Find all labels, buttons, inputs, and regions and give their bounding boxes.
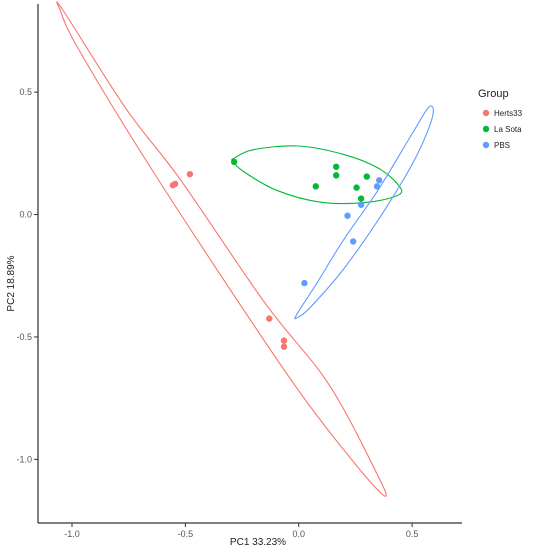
point-la-sota bbox=[353, 184, 360, 191]
y-tick-label: 0.5 bbox=[19, 87, 32, 97]
point-la-sota bbox=[312, 183, 319, 190]
legend-swatch-la-sota bbox=[482, 125, 490, 133]
y-tick-label: -1.0 bbox=[16, 454, 32, 464]
point-pbs bbox=[373, 183, 381, 190]
plot-area bbox=[56, 1, 434, 497]
point-la-sota bbox=[332, 172, 340, 179]
y-ticks: 0.5 0.0 -0.5 -1.0 bbox=[16, 87, 38, 464]
ellipse-herts33 bbox=[56, 1, 387, 497]
x-tick-label: -1.0 bbox=[64, 529, 80, 539]
x-tick-label: 0.0 bbox=[292, 529, 305, 539]
point-herts33 bbox=[280, 343, 288, 350]
legend-swatch-herts33 bbox=[482, 109, 490, 117]
y-tick-label: 0.0 bbox=[19, 210, 32, 220]
ellipse-la-sota bbox=[231, 145, 403, 205]
x-tick-label: 0.5 bbox=[406, 529, 419, 539]
y-axis-title: PC2 18.89% bbox=[6, 255, 17, 311]
point-pbs bbox=[344, 212, 351, 219]
x-axis-title: PC1 33.23% bbox=[230, 537, 286, 548]
point-la-sota bbox=[230, 158, 238, 166]
point-pbs bbox=[301, 279, 308, 287]
axes bbox=[37, 4, 462, 524]
point-la-sota bbox=[332, 163, 340, 170]
x-tick-label: -0.5 bbox=[178, 529, 194, 539]
legend-label-herts33: Herts33 bbox=[494, 109, 523, 118]
legend-label-pbs: PBS bbox=[494, 141, 510, 150]
legend: Group Herts33 La Sota PBS bbox=[478, 88, 523, 150]
legend-label-la-sota: La Sota bbox=[494, 125, 522, 134]
point-pbs bbox=[357, 201, 365, 208]
point-pbs bbox=[349, 238, 357, 245]
ellipse-pbs bbox=[294, 105, 434, 320]
y-tick-label: -0.5 bbox=[16, 332, 32, 342]
point-herts33 bbox=[280, 337, 288, 344]
point-herts33 bbox=[186, 170, 194, 178]
point-pbs bbox=[376, 177, 383, 184]
point-herts33 bbox=[266, 315, 273, 322]
legend-swatch-pbs bbox=[482, 141, 490, 149]
point-la-sota bbox=[357, 195, 365, 202]
point-la-sota bbox=[363, 173, 370, 180]
point-herts33 bbox=[171, 180, 179, 188]
x-ticks: -1.0 -0.5 0.0 0.5 bbox=[64, 523, 418, 539]
legend-title: Group bbox=[478, 88, 509, 100]
